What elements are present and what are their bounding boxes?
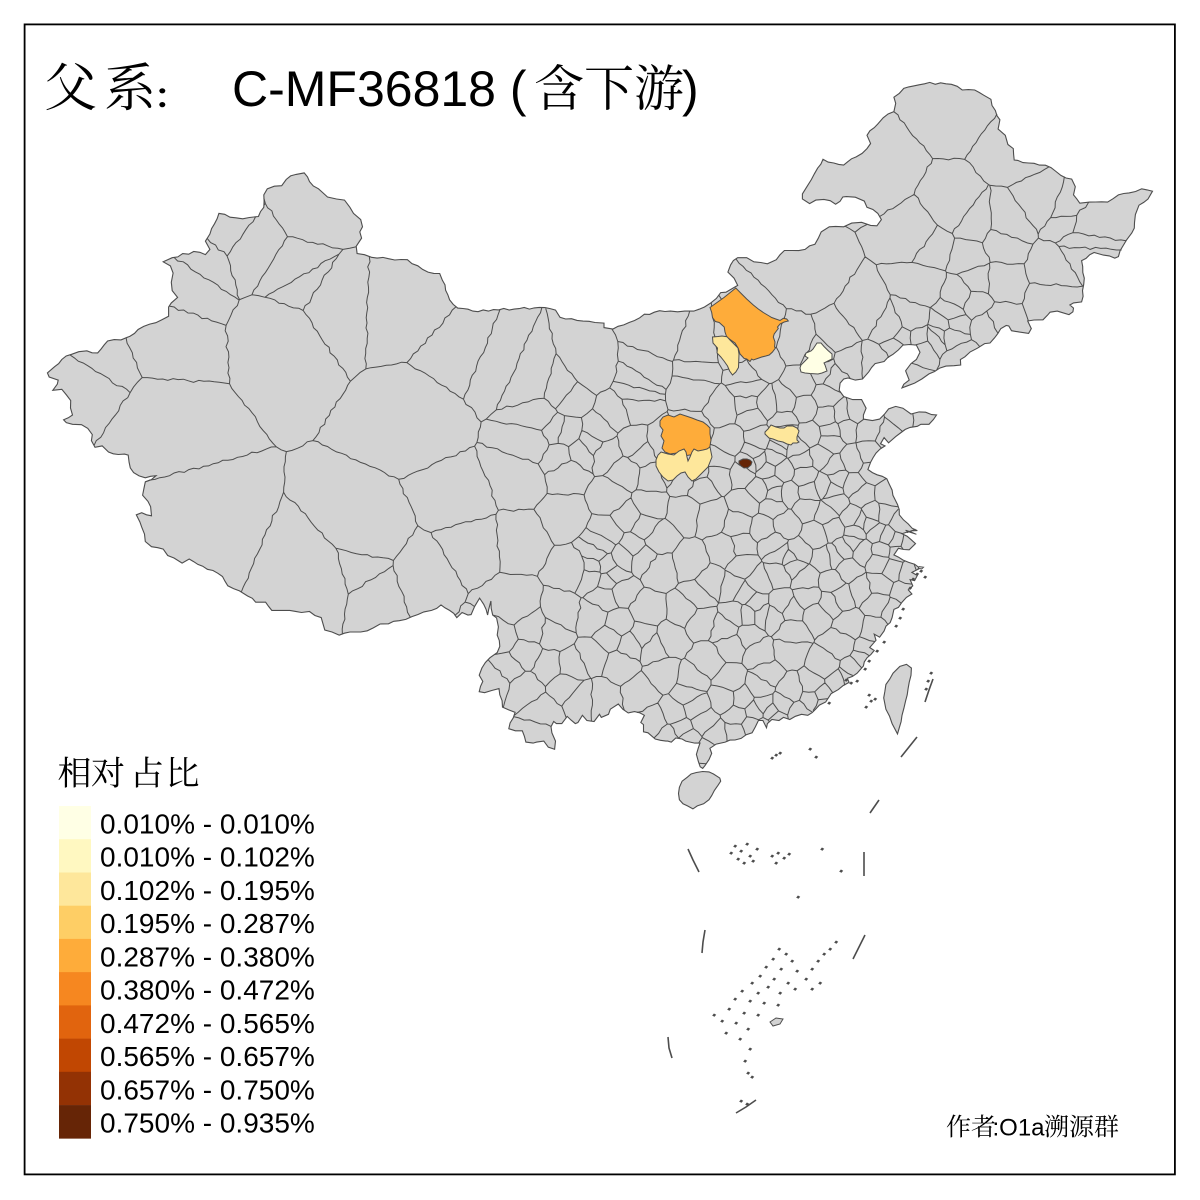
svg-text:0.010% - 0.102%: 0.010% - 0.102% [100, 842, 315, 873]
svg-text::O1a: :O1a [993, 1115, 1046, 1142]
svg-text:0.750% - 0.935%: 0.750% - 0.935% [100, 1108, 315, 1139]
svg-text:): ) [682, 61, 699, 117]
svg-text:0.565% - 0.657%: 0.565% - 0.657% [100, 1041, 315, 1072]
svg-text:0.380% - 0.472%: 0.380% - 0.472% [100, 975, 315, 1006]
svg-text:0.010% - 0.010%: 0.010% - 0.010% [100, 809, 315, 840]
svg-text:0.102% - 0.195%: 0.102% - 0.195% [100, 875, 315, 906]
svg-text:0.287% - 0.380%: 0.287% - 0.380% [100, 941, 315, 972]
svg-text:0.657% - 0.750%: 0.657% - 0.750% [100, 1074, 315, 1105]
svg-text:C-MF36818 (: C-MF36818 ( [232, 61, 527, 117]
svg-text:0.195% - 0.287%: 0.195% - 0.287% [100, 908, 315, 939]
svg-text:0.472% - 0.565%: 0.472% - 0.565% [100, 1008, 315, 1039]
